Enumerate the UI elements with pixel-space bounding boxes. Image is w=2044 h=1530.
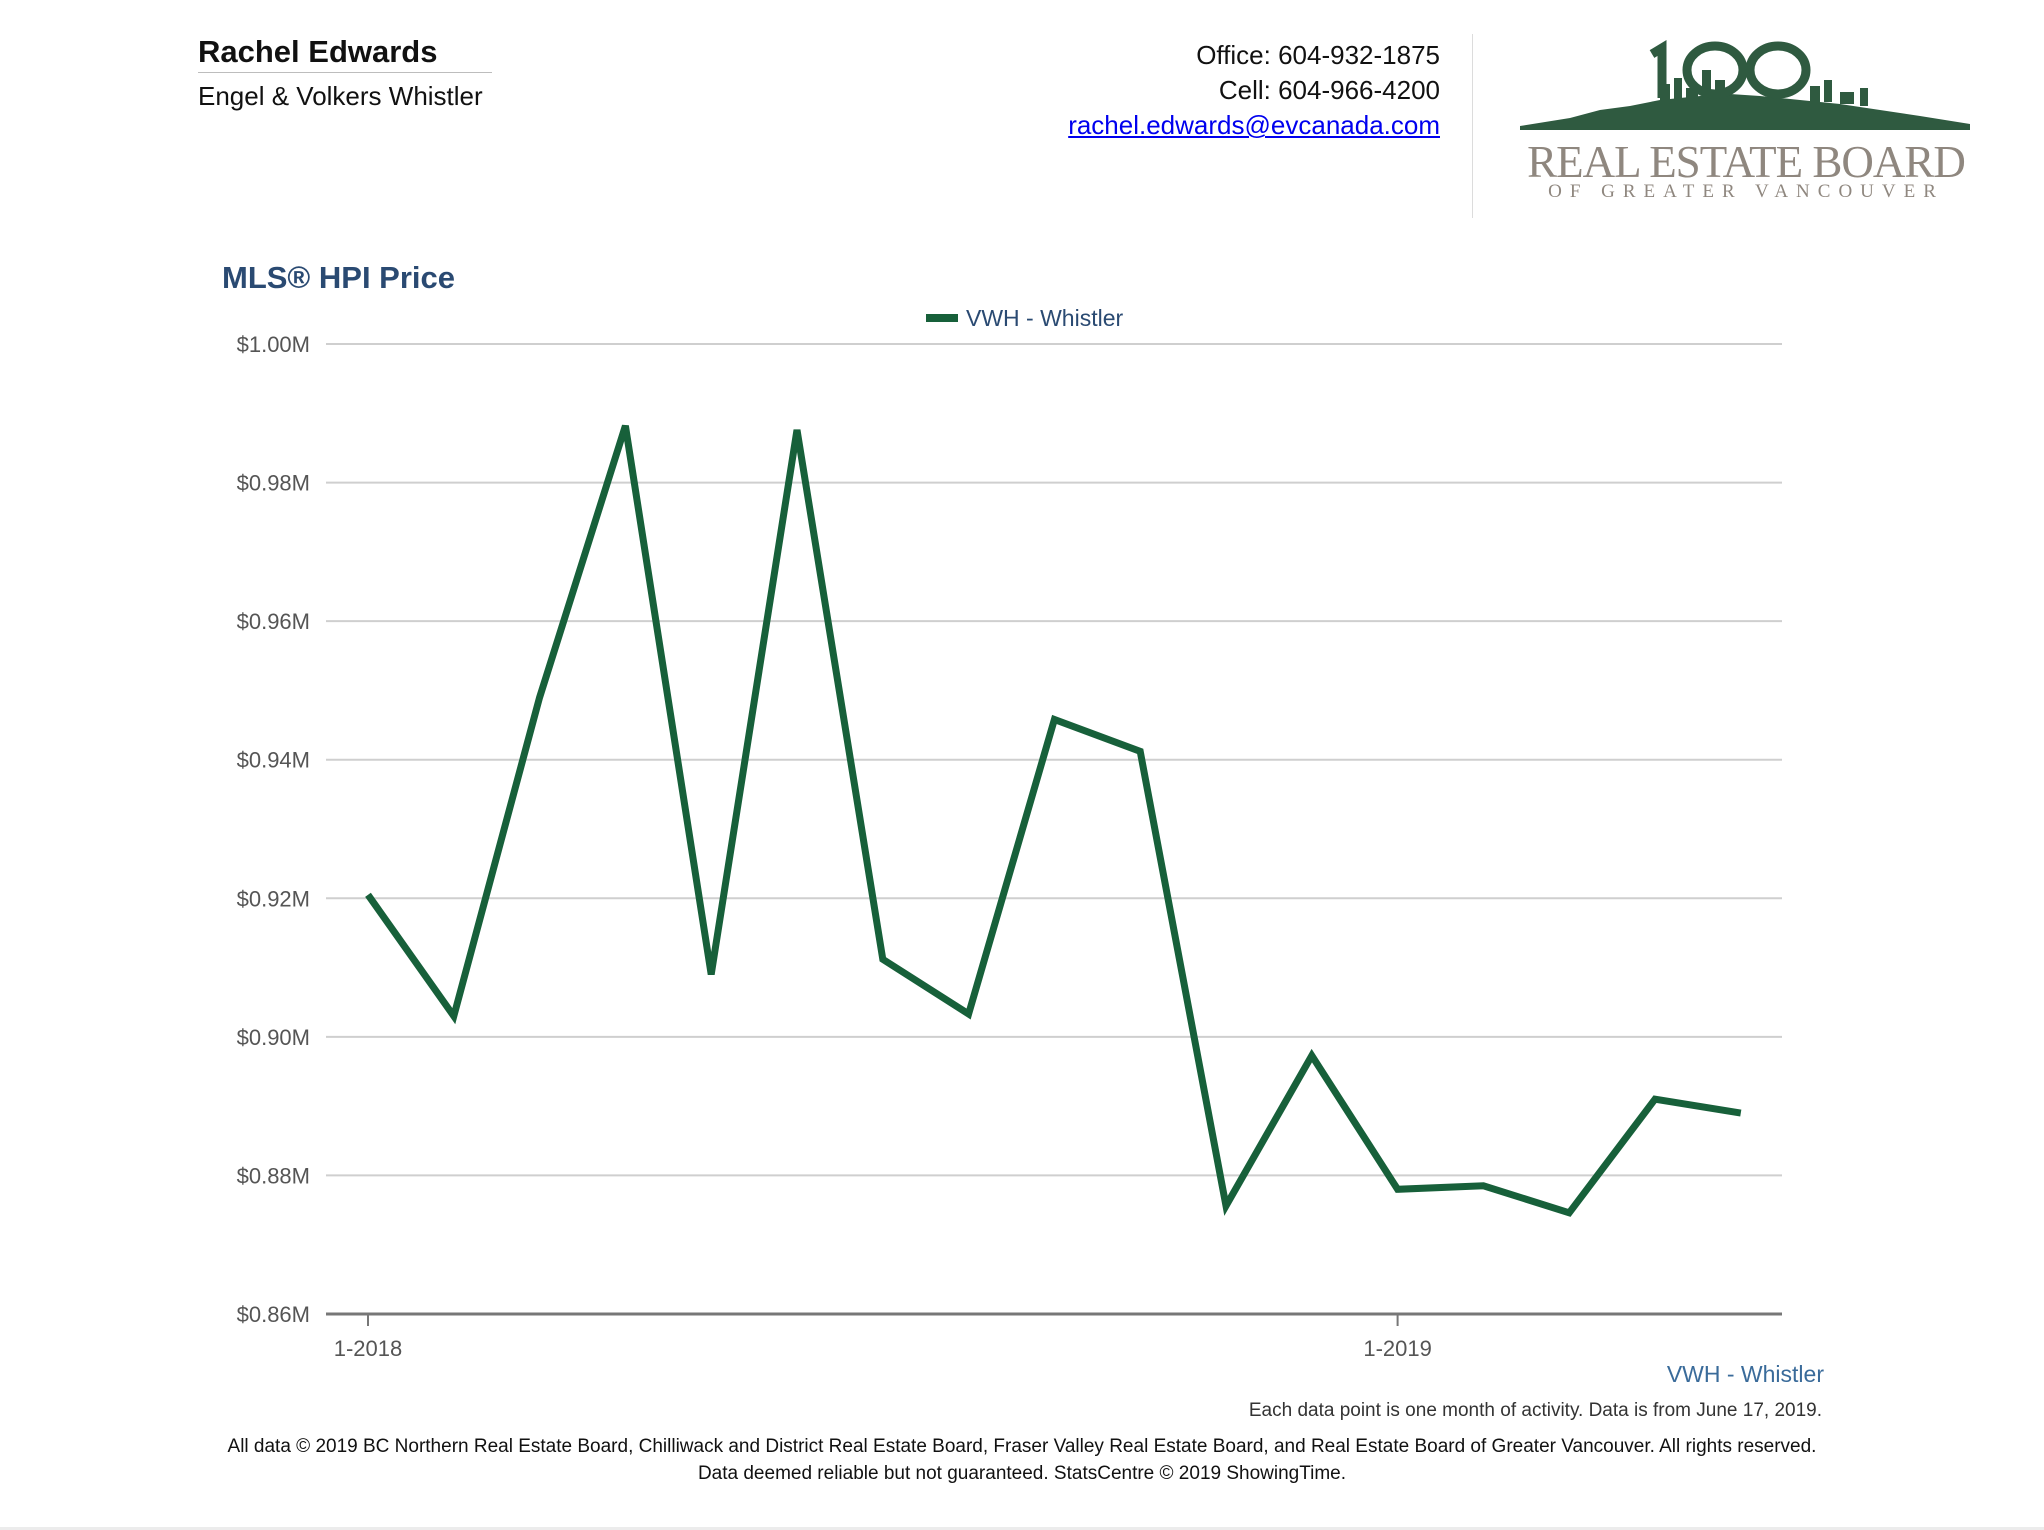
legend-label[interactable]: VWH - Whistler [966,305,1124,331]
emblem-banner-icon [1700,102,1820,108]
series-label[interactable]: VWH - Whistler [1666,1361,1824,1387]
y-tick-label: $0.94M [237,748,310,773]
copyright-line: All data © 2019 BC Northern Real Estate … [227,1436,1817,1457]
series-lines [365,424,1742,1217]
y-tick-label: $0.86M [237,1302,310,1327]
legend: VWH - Whistler [926,305,1124,331]
page-bottom-rule [0,1527,2044,1530]
y-tick-label: $0.96M [237,609,310,634]
data-note: Each data point is one month of activity… [1248,1400,1822,1421]
x-tick-label: 1-2019 [1363,1336,1432,1361]
chart-title: MLS® HPI Price [222,260,456,295]
series-line-vwh-whistler[interactable] [365,424,1742,1217]
x-tick-label: 1-2018 [334,1336,403,1361]
logo-subtitle: OF GREATER VANCOUVER [1548,181,1944,202]
logo-wordmark: REAL ESTATE BOARD [1527,137,1966,187]
office-phone: Office: 604-932-1875 [1196,40,1440,70]
agent-name: Rachel Edwards [198,34,438,69]
y-tick-label: $0.88M [237,1163,310,1188]
contact-block: Office: 604-932-1875 Cell: 604-966-4200 … [1068,38,1440,143]
axes: $0.86M $0.88M $0.90M $0.92M $0.94M $0.96M $0.9… [237,332,1782,1361]
email-link[interactable]: rachel.edwards@evcanada.com [1068,110,1440,140]
header-vertical-divider [1472,34,1473,218]
header-divider [198,72,492,73]
cell-phone: Cell: 604-966-4200 [1218,75,1440,105]
y-tick-label: $0.90M [237,1025,310,1050]
rebgv-logo [1520,40,1970,130]
y-tick-label: $1.00M [237,332,310,357]
grid-lines [326,343,1782,1177]
centennial-100-icon [1649,40,1811,99]
y-tick-label: $0.98M [237,471,310,496]
disclaimer-line: Data deemed reliable but not guaranteed.… [697,1463,1347,1484]
y-tick-label: $0.92M [237,886,310,911]
agent-company: Engel & Volkers Whistler [198,81,483,111]
